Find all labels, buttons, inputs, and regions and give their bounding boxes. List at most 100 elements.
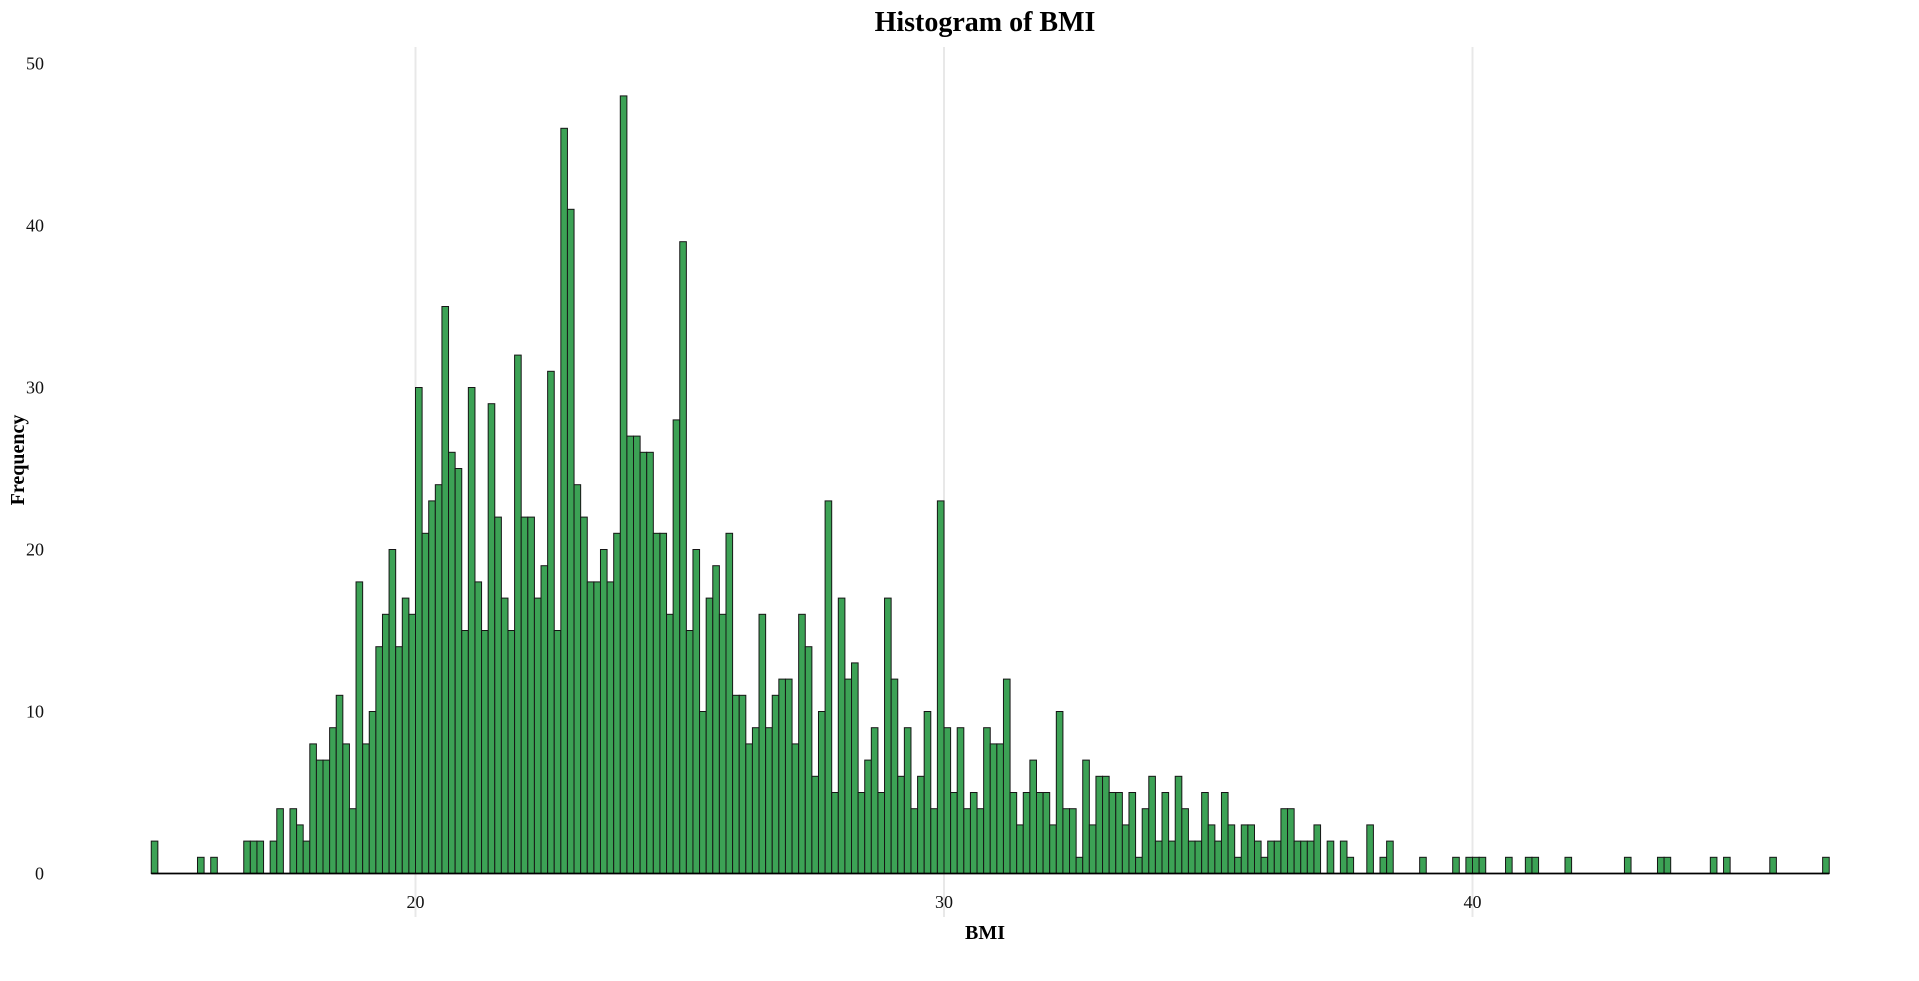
histogram-bar — [375, 646, 383, 875]
histogram-bar — [434, 484, 443, 874]
histogram-bar — [870, 727, 879, 875]
histogram-bar — [1234, 856, 1242, 874]
histogram-bar — [976, 808, 985, 875]
histogram-bar — [527, 516, 535, 874]
histogram-bar — [1247, 824, 1256, 875]
histogram-bar — [296, 824, 304, 875]
histogram-bar — [1022, 792, 1031, 874]
histogram-bar — [1108, 792, 1117, 874]
histogram-bar — [1095, 775, 1104, 874]
histogram-bar — [269, 840, 278, 874]
histogram-bar — [1287, 808, 1295, 875]
histogram-bar — [1769, 856, 1777, 874]
histogram-bar — [1141, 808, 1150, 875]
histogram-bar — [487, 403, 496, 874]
histogram-bar — [573, 484, 582, 874]
histogram-bar — [791, 743, 800, 875]
histogram-bar — [817, 711, 826, 874]
histogram-bar — [679, 241, 687, 874]
histogram-bar — [659, 532, 668, 874]
histogram-bar — [1300, 840, 1308, 874]
histogram-bar — [1029, 759, 1037, 874]
histogram-bar — [150, 840, 159, 874]
histogram-bar — [765, 727, 773, 875]
histogram-bar — [1280, 808, 1289, 875]
histogram-bar — [1207, 824, 1216, 875]
histogram-bar — [315, 759, 324, 874]
histogram-bar — [1220, 792, 1229, 874]
histogram-bar — [289, 808, 298, 875]
histogram-bar — [646, 451, 654, 874]
histogram-bar — [249, 840, 258, 874]
histogram-bar — [421, 532, 430, 874]
histogram-bar — [599, 549, 608, 874]
histogram-bar — [672, 419, 681, 874]
histogram-bar — [1346, 856, 1355, 874]
histogram-bar — [666, 613, 674, 874]
histogram-bar — [1214, 840, 1222, 874]
histogram-bar — [467, 387, 476, 874]
histogram-bar — [388, 549, 397, 874]
histogram-bar — [1623, 856, 1632, 874]
histogram-bar — [1227, 824, 1236, 875]
histogram-bar — [500, 597, 509, 874]
histogram-bar — [1267, 840, 1275, 874]
histogram-bar — [256, 840, 265, 874]
histogram-bar — [996, 743, 1004, 875]
histogram-bar — [1452, 856, 1460, 874]
x-tick-label-30: 30 — [935, 892, 953, 912]
histogram-bar — [983, 727, 991, 875]
histogram-bar — [864, 759, 872, 874]
histogram-bar — [381, 613, 390, 874]
histogram-bar — [362, 743, 370, 875]
histogram-bar — [1042, 792, 1051, 874]
histogram-bar — [494, 516, 502, 874]
histogram-bar — [943, 727, 952, 875]
x-axis-label: BMI — [965, 922, 1005, 944]
histogram-bar — [474, 581, 483, 875]
histogram-bar — [348, 808, 357, 875]
y-axis-tick-labels: 0 10 20 30 40 50 — [26, 54, 44, 884]
histogram-bar — [718, 613, 727, 874]
histogram-bar — [520, 516, 529, 874]
histogram-bar — [745, 743, 753, 875]
histogram-bar — [1148, 775, 1156, 874]
histogram-bar — [738, 694, 747, 874]
histogram-bar — [448, 451, 456, 874]
histogram-bar — [1062, 808, 1071, 875]
histogram-bar — [1478, 856, 1487, 874]
histogram-bar — [639, 451, 648, 874]
histogram-bar — [1075, 856, 1084, 874]
histogram-bar — [613, 532, 621, 874]
histogram-bar — [1465, 856, 1474, 874]
histogram-bar — [1115, 792, 1123, 874]
histogram-bar — [243, 840, 251, 874]
y-tick-label-20: 20 — [26, 540, 44, 560]
histogram-bar — [507, 630, 516, 874]
histogram-bar — [329, 727, 337, 875]
histogram-bar — [560, 127, 568, 875]
histogram-bar — [699, 711, 707, 874]
histogram-bar — [553, 630, 562, 874]
histogram-bar — [1419, 856, 1427, 874]
y-axis-label: Frequency — [7, 415, 29, 506]
histogram-bar — [857, 792, 866, 874]
chart-title: Histogram of BMI — [875, 7, 1096, 38]
histogram-bar — [1088, 824, 1097, 875]
histogram-bar — [514, 354, 522, 875]
histogram-bar — [276, 808, 284, 875]
histogram-bar — [652, 532, 661, 874]
histogram-bar — [540, 565, 549, 874]
histogram-bar — [778, 678, 786, 874]
histogram-bar — [831, 792, 839, 874]
histogram-bar — [758, 613, 767, 874]
histogram-bar — [685, 630, 694, 874]
histogram-bar — [547, 370, 555, 874]
histogram-bar — [1326, 840, 1335, 874]
histogram-bar — [355, 581, 364, 875]
histogram-bar — [454, 468, 463, 874]
histogram-bar — [705, 597, 714, 874]
histogram-bar — [956, 727, 965, 875]
histogram-bar — [408, 613, 417, 874]
